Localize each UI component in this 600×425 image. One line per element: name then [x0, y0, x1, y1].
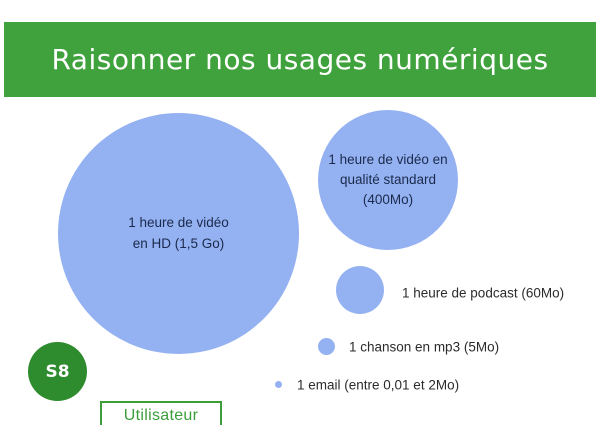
- bubble-mp3-label: 1 chanson en mp3 (5Mo): [349, 339, 500, 355]
- week-badge: S8: [28, 342, 87, 401]
- bubble-video-hd-label: 1 heure de vidéo en HD (1,5 Go): [128, 215, 229, 251]
- bubble-video-sd-label: 1 heure de vidéo en qualité standard (40…: [328, 151, 448, 208]
- bubble-mp3: [318, 338, 335, 355]
- bubble-video-sd: 1 heure de vidéo en qualité standard (40…: [318, 110, 458, 250]
- bubble-podcast: [336, 266, 384, 314]
- user-label: Utilisateur: [123, 407, 199, 424]
- bubble-podcast-label: 1 heure de podcast (60Mo): [402, 285, 565, 301]
- bubble-video-hd: 1 heure de vidéo en HD (1,5 Go): [58, 113, 299, 354]
- bubble-email-label: 1 email (entre 0,01 et 2Mo): [297, 377, 460, 393]
- user-label-box: Utilisateur: [100, 401, 222, 425]
- week-badge-label: S8: [45, 361, 70, 382]
- page-title: Raisonner nos usages numériques: [51, 43, 549, 76]
- title-banner: Raisonner nos usages numériques: [4, 22, 596, 97]
- bubble-email-dot: [275, 381, 282, 388]
